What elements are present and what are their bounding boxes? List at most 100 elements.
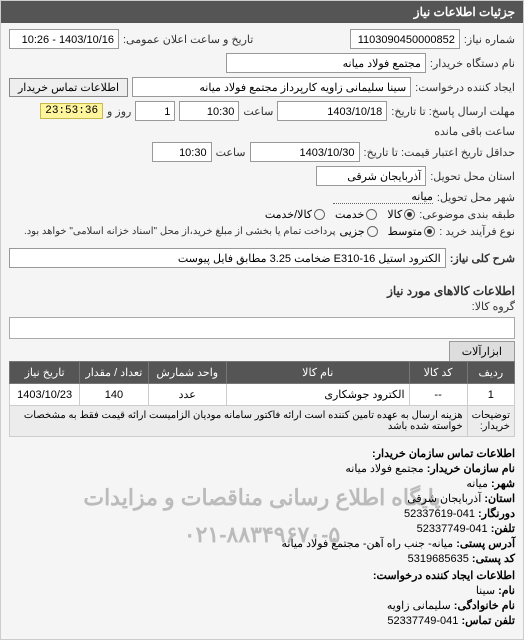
- announce-value: 1403/10/16 - 10:26: [9, 29, 119, 49]
- details-panel: جزئیات اطلاعات نیاز شماره نیاز: 11030904…: [0, 0, 524, 640]
- cell-date: 1403/10/23: [10, 384, 80, 406]
- group-label: گروه کالا:: [472, 300, 515, 313]
- announce-label: تاریخ و ساعت اعلان عمومی:: [123, 33, 253, 46]
- deadline-date: 1403/10/18: [277, 101, 387, 121]
- request-number-label: شماره نیاز:: [464, 33, 515, 46]
- row-province: استان محل تحویل: آذربایجان شرقی: [9, 166, 515, 186]
- radio-icon: [314, 209, 325, 220]
- contact-line-2: استان: آذربایجان شرقی: [9, 492, 515, 505]
- creator-value-0: سینا: [476, 585, 495, 597]
- note-label-cell: توضیحات خریدار:: [467, 406, 514, 437]
- deadline-timer: 23:53:36: [40, 103, 103, 119]
- process-option-1[interactable]: جزیی: [340, 225, 378, 238]
- contact-line-3: دورنگار: 041-52337619: [9, 507, 515, 520]
- row-request-number: شماره نیاز: 1103090450000852 تاریخ و ساع…: [9, 29, 515, 49]
- row-buyer-org: نام دستگاه خریدار: مجتمع فولاد میانه: [9, 53, 515, 73]
- process-note: پرداخت تمام یا بخشی از مبلغ خرید،از محل …: [24, 226, 336, 237]
- contact-line-5: آدرس پستی: میانه- جنب راه آهن- مجتمع فول…: [9, 537, 515, 550]
- creator-value: سینا سلیمانی زاویه کارپرداز مجتمع فولاد …: [132, 77, 411, 97]
- deadline-count: 1: [135, 101, 175, 121]
- cell-code: --: [409, 384, 467, 406]
- category-option-0-label: کالا: [387, 208, 402, 221]
- contact-label-1: شهر:: [491, 478, 515, 490]
- creator-label-1: نام خانوادگی:: [454, 600, 515, 612]
- contact-line-1: شهر: میانه: [9, 477, 515, 490]
- table-row[interactable]: 1 -- الکترود جوشکاری عدد 140 1403/10/23: [10, 384, 515, 406]
- buyer-contact-button[interactable]: اطلاعات تماس خریدار: [9, 78, 128, 97]
- row-category: طبقه بندی موضوعی: کالا خدمت کالا/خدمت: [9, 208, 515, 221]
- city-label: شهر محل تحویل:: [437, 191, 515, 204]
- cell-row: 1: [467, 384, 514, 406]
- row-need-desc: شرح کلی نیاز: الکترود استیل 16-E310 ضخام…: [9, 248, 515, 268]
- category-option-2[interactable]: کالا/خدمت: [265, 208, 325, 221]
- category-option-0[interactable]: کالا: [387, 208, 415, 221]
- validity-label: حداقل تاریخ اعتبار قیمت: تا تاریخ:: [364, 146, 515, 159]
- validity-time: 10:30: [152, 142, 212, 162]
- cell-name: الکترود جوشکاری: [226, 384, 409, 406]
- contact-value-0: مجتمع فولاد میانه: [345, 463, 423, 475]
- deadline-days-label: روز و: [107, 105, 131, 118]
- row-group: گروه کالا:: [1, 300, 523, 313]
- buyer-org-label: نام دستگاه خریدار:: [430, 57, 515, 70]
- deadline-time-label: ساعت: [243, 105, 273, 118]
- contact-label-2: استان:: [484, 493, 515, 505]
- validity-time-label: ساعت: [216, 146, 246, 159]
- contact-line-0: نام سازمان خریدار: مجتمع فولاد میانه: [9, 462, 515, 475]
- panel-body: شماره نیاز: 1103090450000852 تاریخ و ساع…: [1, 23, 523, 278]
- contact-value-6: 5319685635: [408, 553, 469, 565]
- tab-tools[interactable]: ابزارآلات: [449, 341, 515, 361]
- contact-value-4: 041-52337749: [417, 523, 488, 535]
- items-table: ردیف کد کالا نام کالا واحد شمارش تعداد /…: [9, 361, 515, 437]
- creator-label: ایجاد کننده درخواست:: [415, 81, 515, 94]
- process-option-0[interactable]: متوسط: [388, 225, 436, 238]
- contact-value-3: 041-52337619: [404, 508, 475, 520]
- province-value: آذربایجان شرقی: [316, 166, 426, 186]
- creator-label-0: نام:: [498, 585, 515, 597]
- contact-value-2: آذربایجان شرقی: [407, 493, 481, 505]
- contact-section-title: اطلاعات تماس سازمان خریدار:: [9, 447, 515, 460]
- buyer-org-value: مجتمع فولاد میانه: [226, 53, 426, 73]
- category-radio-group: کالا خدمت کالا/خدمت: [265, 208, 415, 221]
- creator-value-1: سلیمانی زاویه: [387, 600, 451, 612]
- province-label: استان محل تحویل:: [430, 170, 515, 183]
- col-row: ردیف: [467, 362, 514, 384]
- cell-unit: عدد: [148, 384, 226, 406]
- group-field[interactable]: [9, 317, 515, 339]
- col-code: کد کالا: [409, 362, 467, 384]
- deadline-label: مهلت ارسال پاسخ: تا تاریخ:: [391, 105, 515, 118]
- deadline-time: 10:30: [179, 101, 239, 121]
- request-number-value: 1103090450000852: [350, 29, 460, 49]
- process-option-0-label: متوسط: [388, 225, 423, 238]
- contact-area: پایگاه اطلاع رسانی مناقصات و مزایدات ۰۲۱…: [1, 441, 523, 639]
- creator-value-2: 041-52337749: [387, 615, 458, 627]
- process-option-1-label: جزیی: [340, 225, 365, 238]
- category-option-1-label: خدمت: [335, 208, 364, 221]
- category-option-2-label: کالا/خدمت: [265, 208, 312, 221]
- radio-icon: [367, 226, 378, 237]
- row-process: نوع فرآیند خرید : متوسط جزیی پرداخت تمام…: [9, 225, 515, 238]
- row-creator: ایجاد کننده درخواست: سینا سلیمانی زاویه …: [9, 77, 515, 97]
- contact-label-6: کد پستی:: [472, 553, 515, 565]
- need-desc-label: شرح کلی نیاز:: [450, 252, 515, 265]
- deadline-remaining: ساعت باقی مانده: [434, 125, 515, 138]
- creator-line-2: تلفن تماس: 041-52337749: [9, 614, 515, 627]
- category-option-1[interactable]: خدمت: [335, 208, 377, 221]
- radio-icon: [404, 209, 415, 220]
- creator-line-1: نام خانوادگی: سلیمانی زاویه: [9, 599, 515, 612]
- cell-qty: 140: [80, 384, 148, 406]
- col-unit: واحد شمارش: [148, 362, 226, 384]
- col-qty: تعداد / مقدار: [80, 362, 148, 384]
- contact-label-0: نام سازمان خریدار:: [427, 463, 515, 475]
- process-radio-group: متوسط جزیی: [340, 225, 436, 238]
- validity-date: 1403/10/30: [250, 142, 360, 162]
- row-deadline: مهلت ارسال پاسخ: تا تاریخ: 1403/10/18 سا…: [9, 101, 515, 138]
- tab-bar: ابزارآلات: [1, 341, 523, 361]
- creator-line-0: نام: سینا: [9, 584, 515, 597]
- contact-label-5: آدرس پستی:: [456, 538, 515, 550]
- col-date: تاریخ نیاز: [10, 362, 80, 384]
- panel-title: جزئیات اطلاعات نیاز: [1, 1, 523, 23]
- city-value: میانه: [333, 190, 433, 204]
- contact-line-4: تلفن: 041-52337749: [9, 522, 515, 535]
- contact-label-4: تلفن:: [491, 523, 515, 535]
- category-label: طبقه بندی موضوعی:: [419, 208, 515, 221]
